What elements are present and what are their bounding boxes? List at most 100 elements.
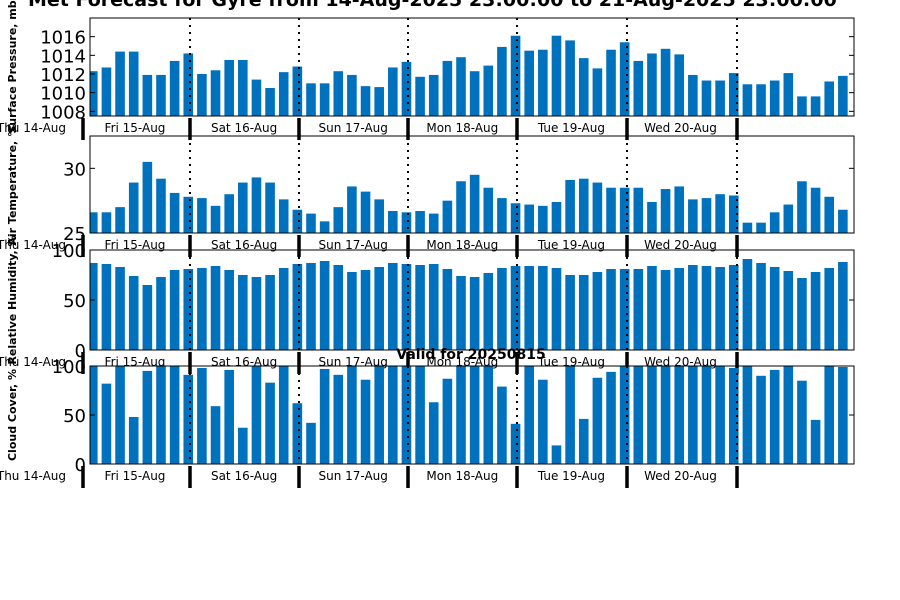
bar <box>783 73 794 116</box>
bar <box>169 366 180 464</box>
bar <box>442 60 453 116</box>
bar <box>701 266 712 350</box>
bar <box>347 186 357 233</box>
bar <box>647 266 657 350</box>
day-label: Thu 14-Aug <box>0 121 66 135</box>
bar <box>265 382 275 464</box>
bar <box>347 366 357 464</box>
bar <box>347 74 357 116</box>
bar <box>551 445 562 464</box>
bar <box>728 367 739 464</box>
bar <box>592 182 603 233</box>
bar <box>688 199 698 233</box>
bar <box>551 201 562 233</box>
bar <box>810 187 821 233</box>
bar <box>456 57 466 116</box>
bar <box>838 75 848 116</box>
bar <box>742 259 753 350</box>
bar <box>238 427 248 464</box>
bar <box>374 366 384 464</box>
day-label: Sat 16-Aug <box>211 355 277 369</box>
bar <box>538 49 548 116</box>
bar <box>469 174 480 233</box>
bar <box>333 265 344 350</box>
bar <box>538 266 548 350</box>
bar <box>497 268 507 350</box>
bar <box>456 366 466 464</box>
y-axis-label: Relative Humidity, % <box>6 235 19 364</box>
bar <box>428 402 439 464</box>
bar <box>401 264 412 350</box>
bar <box>606 371 616 464</box>
bar <box>115 267 125 350</box>
bar <box>319 261 330 350</box>
bar <box>565 40 575 116</box>
bar <box>565 275 575 350</box>
bar <box>319 368 330 464</box>
bar <box>238 275 248 350</box>
y-tick-label: 30 <box>63 159 86 180</box>
bar <box>742 366 753 464</box>
bar <box>783 366 794 464</box>
bar <box>647 201 657 233</box>
bar <box>224 60 234 116</box>
bar <box>674 366 685 464</box>
bar <box>90 71 98 116</box>
y-tick-label: 0 <box>75 455 86 476</box>
bar <box>415 265 425 350</box>
bar <box>415 76 425 116</box>
bar <box>360 270 371 350</box>
bar <box>578 275 589 350</box>
bar <box>838 366 848 464</box>
bar <box>810 96 821 116</box>
y-axis-label: Air Temperature, °C <box>6 123 19 245</box>
day-label: Wed 20-Aug <box>644 469 717 483</box>
bar <box>565 366 575 464</box>
bar <box>510 35 521 116</box>
bar <box>90 212 98 233</box>
bar <box>360 86 371 116</box>
bar <box>551 268 562 350</box>
bar <box>210 266 221 350</box>
day-label: Thu 14-Aug <box>0 355 66 369</box>
bar <box>606 187 616 233</box>
bar <box>769 267 780 350</box>
bar <box>292 403 303 464</box>
y-tick-label: 100 <box>52 357 86 378</box>
day-label: Sun 17-Aug <box>318 121 387 135</box>
bar <box>128 416 139 464</box>
bar <box>524 366 534 464</box>
bar <box>210 205 221 233</box>
bar <box>824 366 835 464</box>
bar <box>824 196 835 233</box>
bar <box>183 53 194 116</box>
bar-series <box>90 259 848 350</box>
bar <box>688 265 698 350</box>
bar <box>469 277 480 350</box>
bar <box>360 379 371 464</box>
bar <box>224 194 234 233</box>
bar <box>278 366 289 464</box>
y-tick-label: 100 <box>52 241 86 262</box>
bar <box>210 406 221 464</box>
bar <box>592 272 603 350</box>
day-label: Fri 15-Aug <box>105 238 166 252</box>
bar <box>456 276 466 350</box>
bar <box>742 222 753 233</box>
bar <box>497 386 507 464</box>
bar <box>292 209 303 233</box>
bar <box>524 50 534 116</box>
bar <box>251 366 262 464</box>
bar <box>169 270 180 350</box>
day-label: Sat 16-Aug <box>211 121 277 135</box>
bar <box>333 374 344 464</box>
bar <box>606 49 616 116</box>
bar <box>619 366 630 464</box>
bar <box>674 186 685 233</box>
day-label: Tue 19-Aug <box>537 238 605 252</box>
bar <box>333 71 344 116</box>
bar <box>797 380 807 464</box>
bar <box>660 270 671 350</box>
